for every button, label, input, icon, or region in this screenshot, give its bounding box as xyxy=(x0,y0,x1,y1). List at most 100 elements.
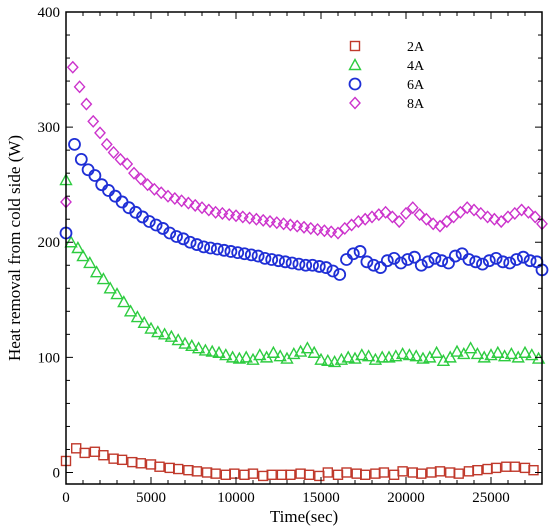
x-tick-label: 25000 xyxy=(472,490,510,506)
data-point-8A xyxy=(318,224,331,238)
data-point-8A xyxy=(434,219,446,233)
data-point-4A xyxy=(144,321,158,334)
data-point-2A xyxy=(210,468,221,479)
data-point-6A xyxy=(68,137,81,151)
data-point-4A xyxy=(83,256,97,269)
data-point-6A xyxy=(88,169,102,182)
data-point-8A xyxy=(202,203,215,217)
data-point-6A xyxy=(74,152,88,166)
data-point-2A xyxy=(370,468,381,479)
data-point-6A xyxy=(333,268,347,281)
data-point-2A xyxy=(426,467,437,478)
x-tick-label: 20000 xyxy=(387,490,425,506)
data-point-8A xyxy=(128,166,140,180)
data-point-4A xyxy=(164,329,179,342)
legend: 2A 4A 6A 8A xyxy=(348,40,425,112)
data-point-8A xyxy=(413,208,426,222)
data-point-2A xyxy=(416,468,427,479)
data-point-2A xyxy=(360,469,371,480)
data-point-8A xyxy=(522,205,535,219)
marks-layer xyxy=(59,60,549,482)
data-point-8A xyxy=(502,210,514,224)
data-point-8A xyxy=(379,205,392,219)
data-point-8A xyxy=(461,201,474,215)
data-point-4A xyxy=(287,346,301,360)
data-point-6A xyxy=(299,258,313,272)
data-point-8A xyxy=(325,225,338,239)
data-point-4A xyxy=(89,265,104,278)
data-point-4A xyxy=(198,343,213,356)
data-point-8A xyxy=(454,205,467,219)
data-point-6A xyxy=(183,235,197,249)
data-point-6A xyxy=(408,250,421,264)
data-point-6A xyxy=(312,260,326,273)
data-point-2A xyxy=(490,462,502,474)
data-point-2A xyxy=(247,468,259,479)
data-point-2A xyxy=(509,461,520,472)
data-point-2A xyxy=(472,464,483,476)
data-point-2A xyxy=(322,467,333,478)
data-point-2A xyxy=(229,468,240,479)
data-point-2A xyxy=(407,467,418,478)
data-point-4A xyxy=(314,352,328,365)
data-point-4A xyxy=(71,241,85,254)
data-point-2A xyxy=(116,454,128,466)
data-point-8A xyxy=(189,198,202,212)
data-point-6A xyxy=(496,255,510,269)
data-point-4A xyxy=(191,341,206,354)
data-point-2A xyxy=(445,467,456,478)
data-point-8A xyxy=(196,201,208,215)
data-point-6A xyxy=(292,257,306,271)
data-point-6A xyxy=(516,250,530,264)
data-point-8A xyxy=(345,218,358,232)
data-point-4A xyxy=(137,315,151,329)
data-point-2A xyxy=(285,469,296,480)
data-point-8A xyxy=(223,208,236,222)
data-point-6A xyxy=(238,247,251,261)
data-point-4A xyxy=(457,346,471,360)
data-point-2A xyxy=(463,466,475,477)
data-point-4A xyxy=(103,281,117,294)
data-point-4A xyxy=(491,345,505,358)
data-point-4A xyxy=(225,350,240,363)
data-point-8A xyxy=(94,126,106,140)
data-point-8A xyxy=(338,221,351,235)
data-point-8A xyxy=(114,152,127,166)
data-point-4A xyxy=(219,348,233,361)
data-point-8A xyxy=(474,206,487,221)
data-point-6A xyxy=(149,218,163,232)
data-point-2A xyxy=(172,463,184,475)
data-point-8A xyxy=(209,205,222,219)
data-point-6A xyxy=(176,232,190,246)
data-point-8A xyxy=(440,214,453,229)
data-point-6A xyxy=(265,253,279,266)
legend-label-8A: 8A xyxy=(407,97,425,112)
x-tick-label: 15000 xyxy=(302,490,340,506)
data-point-8A xyxy=(393,214,406,229)
data-point-8A xyxy=(529,210,542,224)
data-point-8A xyxy=(134,172,147,186)
data-point-2A xyxy=(108,453,119,464)
data-point-4A xyxy=(110,287,124,300)
data-point-6A xyxy=(367,258,381,272)
data-point-8A xyxy=(277,217,290,231)
data-point-4A xyxy=(409,349,423,362)
data-point-2A xyxy=(154,461,165,472)
legend-marker-6A xyxy=(348,77,362,91)
data-point-8A xyxy=(236,210,249,224)
data-point-2A xyxy=(135,458,147,469)
data-point-8A xyxy=(73,80,86,94)
data-point-8A xyxy=(386,210,399,224)
data-point-6A xyxy=(428,251,442,265)
data-point-6A xyxy=(319,261,333,274)
data-point-4A xyxy=(123,304,138,317)
data-point-4A xyxy=(443,350,457,363)
data-point-6A xyxy=(462,253,476,266)
data-point-6A xyxy=(448,249,462,263)
legend-label-6A: 6A xyxy=(407,78,425,93)
data-point-4A xyxy=(185,338,199,352)
data-point-6A xyxy=(360,255,374,269)
data-point-6A xyxy=(142,215,156,228)
data-point-4A xyxy=(450,344,464,357)
